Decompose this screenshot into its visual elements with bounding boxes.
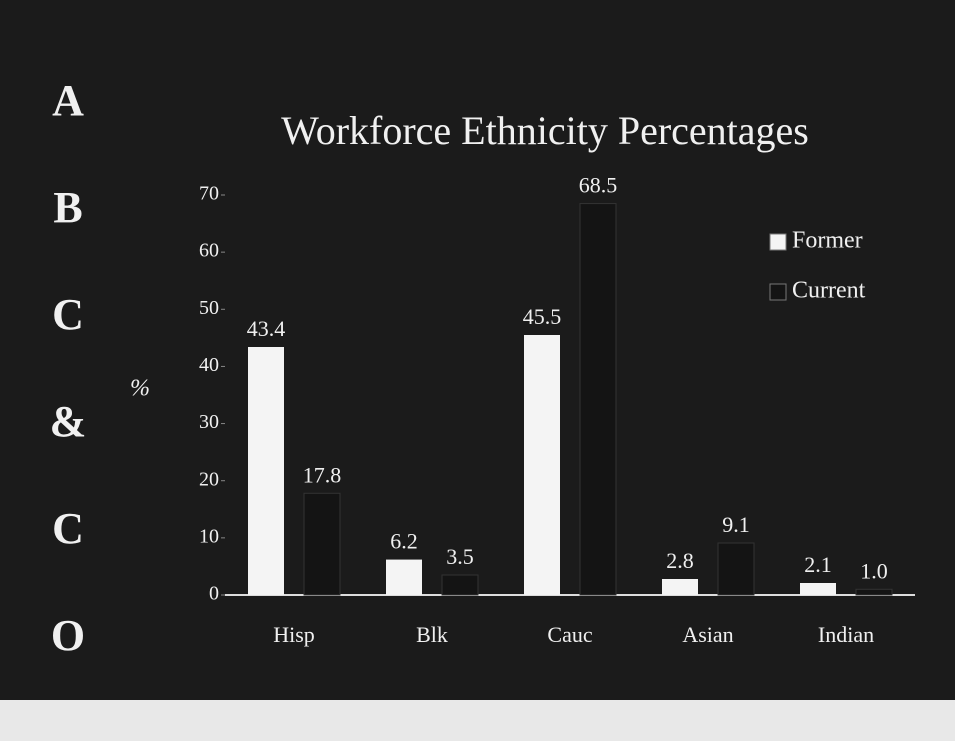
chart-title: Workforce Ethnicity Percentages: [281, 108, 809, 153]
y-tick-label: 30: [199, 411, 219, 433]
data-label: 68.5: [579, 173, 618, 198]
scan-margin: [0, 700, 955, 741]
y-tick-label: 20: [199, 468, 219, 490]
data-label: 6.2: [390, 529, 418, 554]
x-tick-label: Cauc: [547, 622, 592, 647]
bar: [248, 347, 284, 595]
side-letter: &: [50, 397, 87, 446]
data-label: 45.5: [523, 304, 562, 329]
x-tick-label: Hisp: [273, 622, 315, 647]
data-label: 3.5: [446, 544, 474, 569]
bar: [303, 492, 341, 596]
x-tick-label: Asian: [682, 622, 733, 647]
data-label: 1.0: [860, 558, 888, 583]
y-tick-label: 70: [199, 183, 219, 205]
legend-label: Current: [792, 278, 866, 304]
data-label: 17.8: [303, 462, 342, 487]
bar: [441, 574, 479, 596]
legend-swatch: [769, 283, 787, 301]
x-tick-label: Blk: [416, 622, 448, 647]
y-tick-label: 0: [209, 583, 219, 605]
side-letter: B: [53, 183, 82, 232]
side-letter: A: [52, 76, 84, 125]
bar: [386, 559, 422, 595]
x-tick-label: Indian: [818, 622, 874, 647]
bar: [662, 579, 698, 595]
data-label: 43.4: [247, 316, 286, 341]
data-label: 9.1: [722, 512, 750, 537]
bar: [579, 203, 617, 596]
bar: [800, 583, 836, 595]
y-tick-label: 10: [199, 525, 219, 547]
side-letter: C: [52, 504, 84, 553]
y-tick-label: 60: [199, 240, 219, 262]
y-axis-label: %: [130, 376, 150, 402]
y-tick-label: 50: [199, 297, 219, 319]
bar: [717, 542, 755, 596]
legend-swatch: [769, 233, 787, 251]
bar: [524, 335, 560, 595]
y-tick-label: 40: [199, 354, 219, 376]
legend-label: Former: [792, 228, 863, 254]
data-label: 2.8: [666, 548, 694, 573]
data-label: 2.1: [804, 552, 832, 577]
side-letter: O: [51, 611, 85, 660]
bar: [855, 588, 893, 596]
side-letter: C: [52, 290, 84, 339]
